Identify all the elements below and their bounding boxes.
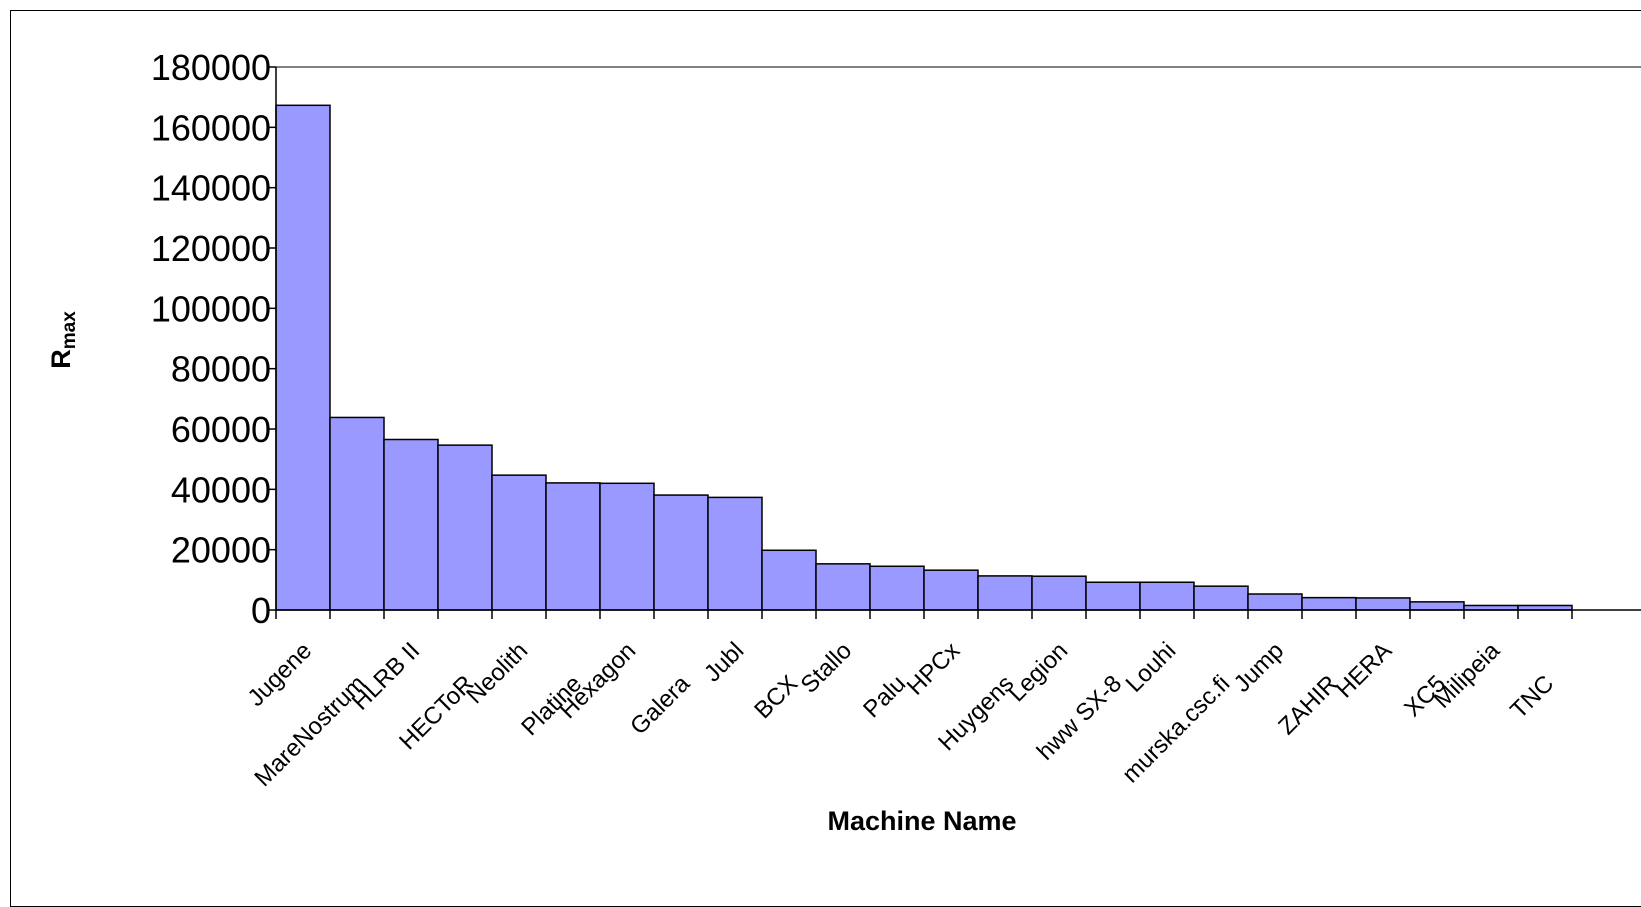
y-axis-title: Rmax <box>46 311 80 369</box>
bar-murska-csc-fi <box>1193 585 1249 611</box>
x-category-label: Huygens <box>933 670 1019 756</box>
x-category-label: HPCx <box>902 637 965 700</box>
y-tick-label: 60000 <box>171 409 271 450</box>
y-axis-ticks: 0 20000 40000 60000 80000 100000 120000 140000 1… <box>151 47 276 631</box>
x-category-label: hww SX-8 <box>1032 670 1127 765</box>
bar-jump <box>1247 593 1303 611</box>
bar-huygens <box>977 575 1033 611</box>
x-category-label: Louhi <box>1121 637 1182 698</box>
y-tick-label: 140000 <box>151 168 271 209</box>
y-tick-label: 80000 <box>171 349 271 390</box>
x-category-label: Palu <box>858 670 911 723</box>
x-category-label: Neolith <box>461 637 533 709</box>
y-tick-label: 100000 <box>151 288 271 329</box>
x-axis-title: Machine Name <box>827 806 1016 836</box>
bar-marenostrum <box>329 416 385 611</box>
x-category-label: Jubl <box>699 637 749 687</box>
bar-jubl <box>707 496 763 611</box>
bar-zahir <box>1301 596 1357 611</box>
bar-hww-sx-8 <box>1085 581 1141 611</box>
x-category-label: TNC <box>1505 670 1559 724</box>
x-category-label: BCX <box>749 670 803 724</box>
bar-stallo <box>815 563 871 611</box>
bar-hexagon <box>599 482 655 611</box>
y-tick-label: 160000 <box>151 107 271 148</box>
bar-neolith <box>491 474 547 611</box>
x-category-label: ZAHIR <box>1273 670 1343 740</box>
y-tick-label: 0 <box>251 590 271 631</box>
axes <box>275 66 1641 619</box>
y-tick-label: 120000 <box>151 228 271 269</box>
y-tick-label: 180000 <box>151 47 271 88</box>
y-tick-label: 40000 <box>171 469 271 510</box>
bar-jugene <box>275 104 331 611</box>
x-category-label: Stallo <box>796 637 858 699</box>
bar-palu <box>869 565 925 611</box>
bar-hera <box>1355 597 1411 611</box>
y-axis-title-subscript: max <box>59 311 80 349</box>
bar-hector <box>437 444 493 611</box>
x-category-label: Jugene <box>242 637 317 712</box>
bar-louhi <box>1139 581 1195 611</box>
x-category-label: Legion <box>1003 637 1073 707</box>
y-tick-label: 20000 <box>171 530 271 571</box>
bar-hpcx <box>923 569 979 611</box>
x-category-label: Milipeia <box>1429 637 1506 714</box>
bar-platine <box>545 482 601 611</box>
bar-bcx <box>761 549 817 611</box>
x-category-label: HLRB II <box>347 637 426 716</box>
x-category-label: Galera <box>625 670 695 740</box>
x-category-label: Jump <box>1229 637 1290 698</box>
y-axis-title-main: R <box>46 349 76 369</box>
x-category-label: HECToR <box>394 670 479 755</box>
bar-hlrb-ii <box>383 438 439 611</box>
bars <box>275 104 1573 611</box>
x-category-label: HERA <box>1331 637 1397 703</box>
bar-xc5 <box>1409 601 1465 611</box>
bar-legion <box>1031 575 1087 611</box>
bar-galera <box>653 494 709 611</box>
